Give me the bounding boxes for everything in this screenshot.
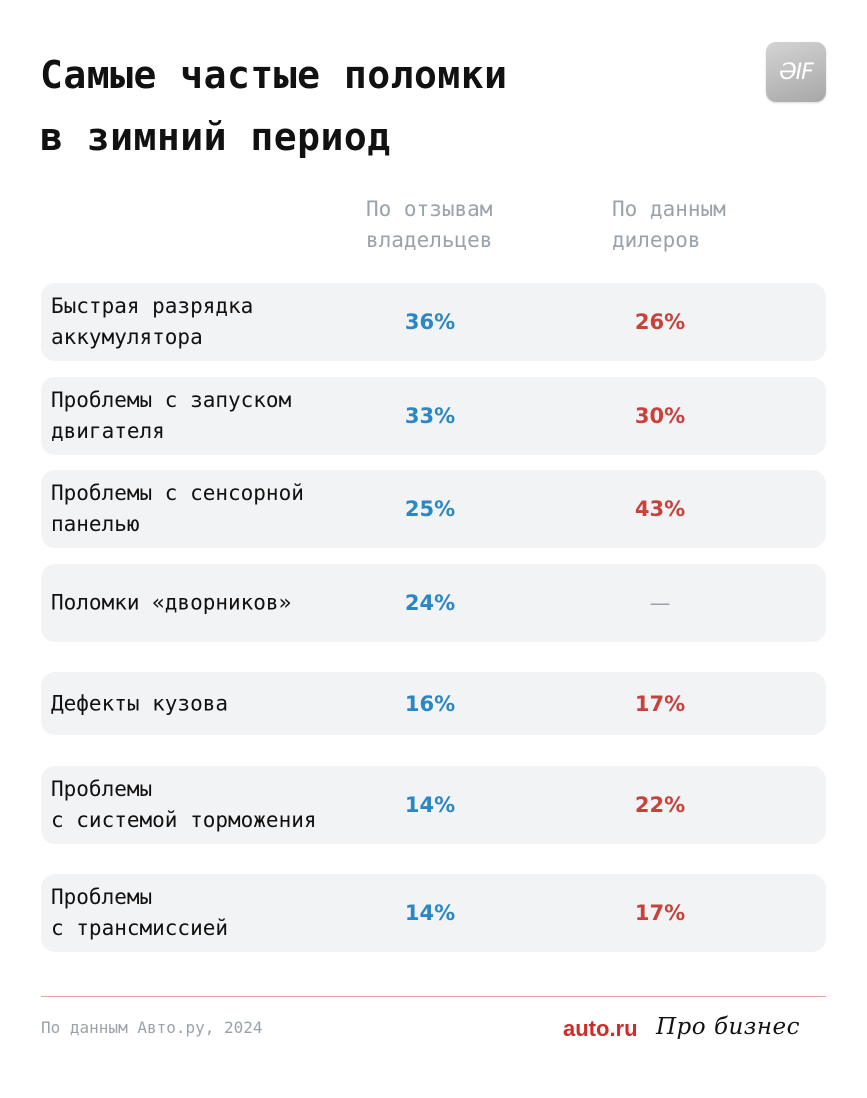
owners-value: 16% bbox=[404, 691, 456, 716]
aif-logo-text: ƏIF bbox=[779, 59, 813, 85]
row-label: Проблемы с системой торможения bbox=[51, 777, 317, 832]
aif-logo: ƏIF bbox=[766, 42, 826, 102]
owners-value: 14% bbox=[404, 901, 456, 925]
table-row: Дефекты кузова 16% 17% bbox=[41, 672, 826, 735]
dealers-value: — bbox=[649, 591, 671, 615]
table-row: Проблемы с запуском двигателя 33% 30% bbox=[41, 377, 826, 455]
dealers-value: 17% bbox=[634, 691, 686, 716]
table-row: Проблемы с системой торможения 14% 22% bbox=[41, 766, 826, 844]
row-label: Проблемы с трансмиссией bbox=[51, 885, 229, 940]
row-label: Проблемы с запуском двигателя bbox=[51, 388, 292, 443]
column-header-dealers: По данным дилеров bbox=[612, 197, 726, 252]
dealers-value: 17% bbox=[634, 901, 686, 925]
owners-value: 25% bbox=[404, 497, 456, 521]
row-label: Проблемы с сенсорной панелью bbox=[51, 481, 304, 536]
owners-value: 36% bbox=[404, 310, 456, 334]
owners-value: 14% bbox=[404, 793, 456, 817]
auto-ru-logo: auto.ru bbox=[563, 1016, 638, 1041]
page-title: Самые частые поломки в зимний период bbox=[40, 53, 508, 159]
row-label: Поломки «дворников» bbox=[51, 590, 292, 615]
dealers-value: 30% bbox=[634, 404, 686, 428]
table-row: Проблемы с трансмиссией 14% 17% bbox=[41, 874, 826, 952]
dealers-value: 43% bbox=[634, 497, 686, 521]
owners-value: 33% bbox=[404, 404, 456, 428]
row-label: Дефекты кузова bbox=[51, 691, 229, 715]
column-header-owners: По отзывам владельцев bbox=[366, 197, 493, 252]
table-row: Быстрая разрядка аккумулятора 36% 26% bbox=[41, 283, 826, 361]
owners-value: 24% bbox=[404, 591, 456, 615]
table-row: Проблемы с сенсорной панелью 25% 43% bbox=[41, 470, 826, 548]
footer-divider bbox=[41, 996, 826, 997]
dealers-value: 26% bbox=[634, 310, 686, 334]
table-row: Поломки «дворников» 24% — bbox=[41, 564, 826, 642]
dealers-value: 22% bbox=[634, 793, 686, 817]
pro-biznes-logo: Про бизнес bbox=[656, 1014, 800, 1040]
source-note: По данным Авто.ру, 2024 bbox=[41, 1018, 263, 1037]
row-label: Быстрая разрядка аккумулятора bbox=[51, 294, 254, 349]
